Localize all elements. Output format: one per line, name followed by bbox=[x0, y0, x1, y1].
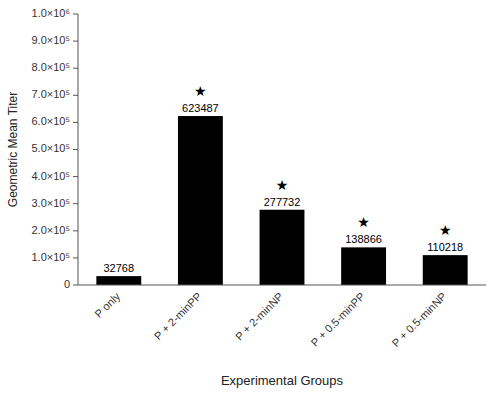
data-label: 32768 bbox=[104, 262, 135, 274]
chart: 0 1.0×10⁵ 2.0×10⁵ 3.0×10⁵ 4.0×10⁵ 5.0×10⁵ 6.0×… bbox=[0, 0, 500, 393]
y-tick bbox=[73, 68, 78, 69]
x-axis-line bbox=[78, 285, 486, 286]
annotation: ★ bbox=[357, 214, 370, 230]
y-tick bbox=[73, 203, 78, 204]
bars bbox=[96, 116, 467, 285]
y-tick bbox=[73, 14, 78, 15]
y-tick-label: 6.0×10⁵ bbox=[31, 115, 70, 127]
x-tick-label: P + 0.5-minPP bbox=[308, 290, 367, 349]
y-axis-label: Geometric Mean Titer bbox=[6, 92, 20, 207]
x-axis: P only P + 2-minPP P + 2-minNP P + 0.5-minP… bbox=[92, 290, 448, 349]
x-axis-label: Experimental Groups bbox=[221, 373, 344, 388]
y-tick-label: 5.0×10⁵ bbox=[31, 142, 70, 154]
y-tick bbox=[73, 285, 78, 286]
bar bbox=[96, 276, 141, 285]
y-tick bbox=[73, 230, 78, 231]
data-label: 138866 bbox=[345, 233, 382, 245]
y-tick bbox=[73, 149, 78, 150]
bar bbox=[341, 247, 386, 285]
y-tick-label: 1.0×10⁶ bbox=[32, 7, 70, 19]
y-tick-label: 9.0×10⁵ bbox=[31, 34, 70, 46]
y-tick bbox=[73, 257, 78, 258]
y-tick bbox=[73, 176, 78, 177]
y-tick-label: 0 bbox=[64, 278, 70, 290]
annotation: ★ bbox=[194, 83, 207, 99]
annotation: ★ bbox=[276, 177, 289, 193]
annotation: ★ bbox=[439, 222, 452, 238]
bar bbox=[423, 255, 468, 285]
y-tick-label: 8.0×10⁵ bbox=[31, 61, 70, 73]
y-tick bbox=[73, 41, 78, 42]
y-axis: 0 1.0×10⁵ 2.0×10⁵ 3.0×10⁵ 4.0×10⁵ 5.0×10⁵ 6.0×… bbox=[31, 7, 78, 290]
data-label: 623487 bbox=[182, 102, 219, 114]
bar bbox=[178, 116, 223, 285]
data-label: 277732 bbox=[264, 196, 301, 208]
y-tick-label: 7.0×10⁵ bbox=[31, 88, 70, 100]
y-tick bbox=[73, 95, 78, 96]
bar bbox=[260, 210, 305, 285]
x-tick-label: P + 0.5-minNP bbox=[390, 290, 449, 349]
labels: 32768 623487 ★ 277732 ★ 138866 ★ 110218 ★ bbox=[104, 83, 464, 274]
y-axis-line bbox=[78, 14, 79, 285]
y-tick-label: 4.0×10⁵ bbox=[31, 170, 70, 182]
x-tick-label: P only bbox=[92, 290, 122, 320]
y-tick-label: 3.0×10⁵ bbox=[31, 197, 70, 209]
y-tick-label: 2.0×10⁵ bbox=[31, 224, 70, 236]
x-tick-label: P + 2-minNP bbox=[233, 290, 286, 343]
y-tick-label: 1.0×10⁵ bbox=[31, 251, 70, 263]
y-tick bbox=[73, 122, 78, 123]
data-label: 110218 bbox=[427, 241, 463, 253]
x-tick-label: P + 2-minPP bbox=[152, 290, 204, 342]
